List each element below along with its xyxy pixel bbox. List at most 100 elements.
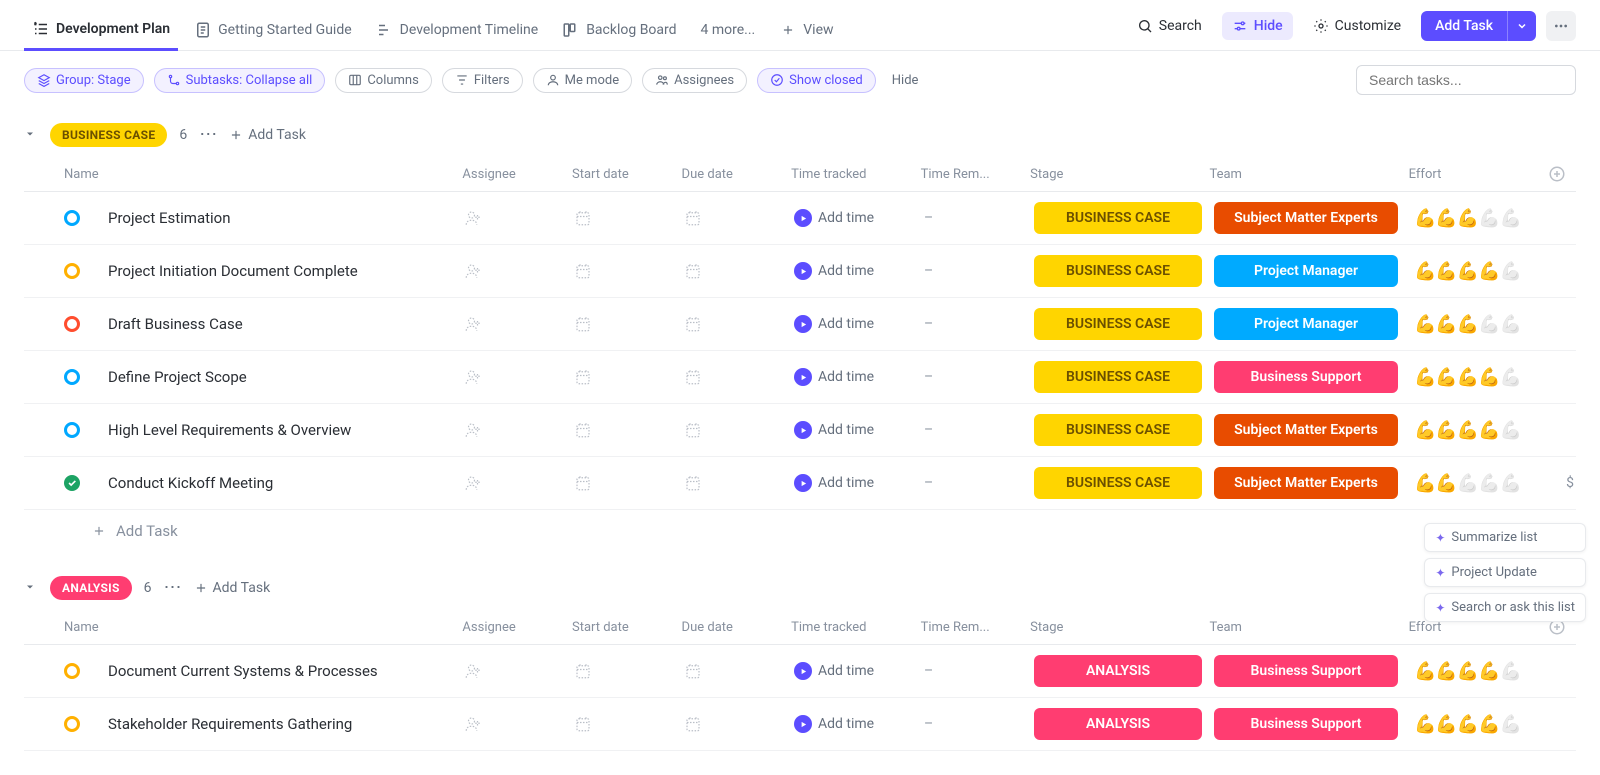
assignee-cell[interactable]	[464, 421, 574, 439]
assignee-cell[interactable]	[464, 262, 574, 280]
effort-cell[interactable]: 💪💪💪💪💪	[1414, 420, 1554, 441]
stage-cell[interactable]: ANALYSIS	[1034, 708, 1214, 740]
team-cell[interactable]: Project Manager	[1214, 255, 1414, 287]
stage-cell[interactable]: ANALYSIS	[1034, 655, 1214, 687]
add-time-button[interactable]: Add time	[794, 368, 874, 386]
search-ask-button[interactable]: ✦Search or ask this list	[1424, 593, 1586, 622]
col-assignee[interactable]: Assignee	[462, 167, 572, 182]
team-cell[interactable]: Business Support	[1214, 655, 1414, 687]
due-date-cell[interactable]	[684, 209, 794, 227]
add-time-button[interactable]: Add time	[794, 662, 874, 680]
status-ring-icon[interactable]	[64, 369, 80, 385]
subtasks-pill[interactable]: Subtasks: Collapse all	[154, 68, 326, 93]
start-date-cell[interactable]	[574, 209, 684, 227]
tab-development-plan[interactable]: Development Plan	[24, 10, 178, 51]
status-ring-icon[interactable]	[64, 210, 80, 226]
add-time-button[interactable]: Add time	[794, 209, 874, 227]
col-time-tracked[interactable]: Time tracked	[791, 167, 920, 182]
me-mode-pill[interactable]: Me mode	[533, 68, 633, 93]
start-date-cell[interactable]	[574, 715, 684, 733]
group-more-button[interactable]: ⋯	[199, 130, 217, 140]
due-date-cell[interactable]	[684, 421, 794, 439]
due-date-cell[interactable]	[684, 368, 794, 386]
task-row[interactable]: Draft Business CaseAdd time–BUSINESS CAS…	[24, 298, 1576, 351]
col-stage[interactable]: Stage	[1030, 167, 1209, 182]
col-team[interactable]: Team	[1209, 167, 1408, 182]
task-name[interactable]: Stakeholder Requirements Gathering	[108, 715, 464, 733]
search-tasks-input[interactable]	[1356, 65, 1576, 95]
task-row[interactable]: High Level Requirements & OverviewAdd ti…	[24, 404, 1576, 457]
start-date-cell[interactable]	[574, 315, 684, 333]
task-row[interactable]: Define Project ScopeAdd time–BUSINESS CA…	[24, 351, 1576, 404]
add-task-dropdown[interactable]	[1507, 11, 1536, 41]
hide-filters-link[interactable]: Hide	[886, 73, 925, 88]
group-label-pill[interactable]: ANALYSIS	[50, 576, 132, 600]
assignee-cell[interactable]	[464, 474, 574, 492]
col-team[interactable]: Team	[1209, 620, 1408, 635]
tab-backlog-board[interactable]: Backlog Board	[554, 11, 684, 49]
task-row[interactable]: Project Initiation Document CompleteAdd …	[24, 245, 1576, 298]
group-by-pill[interactable]: Group: Stage	[24, 68, 144, 93]
assignee-cell[interactable]	[464, 662, 574, 680]
effort-cell[interactable]: 💪💪💪💪💪	[1414, 261, 1554, 282]
group-add-task-button[interactable]: Add Task	[229, 127, 306, 143]
add-time-button[interactable]: Add time	[794, 315, 874, 333]
add-view-button[interactable]: View	[771, 11, 841, 49]
effort-cell[interactable]: 💪💪💪💪💪	[1414, 208, 1554, 229]
team-cell[interactable]: Project Manager	[1214, 308, 1414, 340]
group-collapse-toggle[interactable]	[24, 128, 38, 142]
task-name[interactable]: Document Current Systems & Processes	[108, 662, 464, 680]
status-ring-icon[interactable]	[64, 422, 80, 438]
add-task-button[interactable]: Add Task	[1421, 11, 1507, 41]
status-ring-icon[interactable]	[64, 263, 80, 279]
status-ring-icon[interactable]	[64, 663, 80, 679]
due-date-cell[interactable]	[684, 474, 794, 492]
add-time-button[interactable]: Add time	[794, 262, 874, 280]
add-time-button[interactable]: Add time	[794, 715, 874, 733]
col-assignee[interactable]: Assignee	[462, 620, 572, 635]
team-cell[interactable]: Subject Matter Experts	[1214, 202, 1414, 234]
col-effort[interactable]: Effort	[1409, 167, 1548, 182]
hide-button[interactable]: Hide	[1222, 12, 1293, 40]
group-add-task-button[interactable]: Add Task	[194, 580, 271, 596]
status-ring-icon[interactable]	[64, 716, 80, 732]
team-cell[interactable]: Business Support	[1214, 361, 1414, 393]
tab-development-timeline[interactable]: Development Timeline	[368, 11, 547, 49]
task-row[interactable]: Conduct Kickoff MeetingAdd time–BUSINESS…	[24, 457, 1576, 510]
stage-cell[interactable]: BUSINESS CASE	[1034, 202, 1214, 234]
tab-more[interactable]: 4 more...	[693, 12, 764, 48]
col-name[interactable]: Name	[64, 620, 462, 635]
col-start-date[interactable]: Start date	[572, 167, 682, 182]
stage-cell[interactable]: BUSINESS CASE	[1034, 414, 1214, 446]
start-date-cell[interactable]	[574, 262, 684, 280]
add-time-button[interactable]: Add time	[794, 474, 874, 492]
assignee-cell[interactable]	[464, 315, 574, 333]
col-name[interactable]: Name	[64, 167, 462, 182]
col-due-date[interactable]: Due date	[682, 620, 792, 635]
tab-getting-started[interactable]: Getting Started Guide	[186, 11, 360, 49]
task-name[interactable]: Conduct Kickoff Meeting	[108, 474, 464, 492]
task-name[interactable]: Project Estimation	[108, 209, 464, 227]
group-collapse-toggle[interactable]	[24, 581, 38, 595]
task-name[interactable]: Draft Business Case	[108, 315, 464, 333]
effort-cell[interactable]: 💪💪💪💪💪	[1414, 473, 1554, 494]
status-ring-icon[interactable]	[64, 316, 80, 332]
due-date-cell[interactable]	[684, 662, 794, 680]
effort-cell[interactable]: 💪💪💪💪💪	[1414, 661, 1554, 682]
team-cell[interactable]: Business Support	[1214, 708, 1414, 740]
summarize-list-button[interactable]: ✦Summarize list	[1424, 523, 1586, 552]
customize-button[interactable]: Customize	[1303, 12, 1411, 40]
col-time-remaining[interactable]: Time Rem...	[921, 620, 1031, 635]
search-button[interactable]: Search	[1127, 12, 1212, 40]
team-cell[interactable]: Subject Matter Experts	[1214, 414, 1414, 446]
col-time-remaining[interactable]: Time Rem...	[921, 167, 1031, 182]
filters-pill[interactable]: Filters	[442, 68, 523, 93]
team-cell[interactable]: Subject Matter Experts	[1214, 467, 1414, 499]
effort-cell[interactable]: 💪💪💪💪💪	[1414, 314, 1554, 335]
assignee-cell[interactable]	[464, 715, 574, 733]
col-stage[interactable]: Stage	[1030, 620, 1209, 635]
col-time-tracked[interactable]: Time tracked	[791, 620, 920, 635]
stage-cell[interactable]: BUSINESS CASE	[1034, 467, 1214, 499]
more-menu-button[interactable]	[1546, 11, 1576, 41]
effort-cell[interactable]: 💪💪💪💪💪	[1414, 367, 1554, 388]
